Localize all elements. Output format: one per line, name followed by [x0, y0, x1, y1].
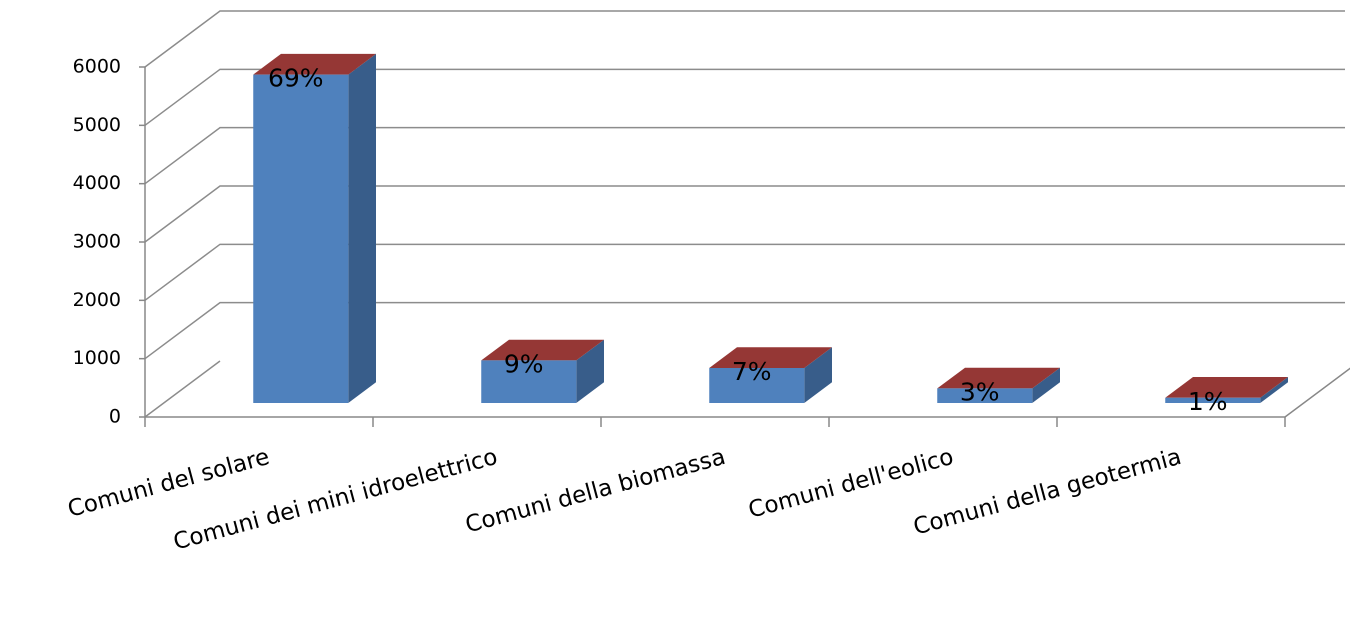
grid-line: [144, 360, 221, 418]
value-label: 7%: [732, 357, 772, 386]
bar: [709, 368, 805, 403]
y-tick-label: 3000: [73, 231, 121, 253]
bar-side: [348, 53, 376, 403]
y-tick-label: 0: [109, 406, 121, 428]
y-tick-label: 5000: [73, 114, 121, 136]
grid-line: [144, 10, 1345, 68]
bar-side: [804, 347, 832, 403]
bar-top: [1165, 377, 1288, 398]
bar-side: [576, 339, 604, 403]
bar: [481, 360, 577, 403]
bar-top: [937, 367, 1060, 389]
bar: [253, 74, 349, 403]
grid-line: [144, 301, 1345, 360]
y-tick-label: 2000: [73, 289, 121, 311]
value-label: 9%: [504, 349, 544, 378]
grid-line: [144, 68, 1345, 126]
value-label: 3%: [960, 377, 1000, 406]
y-tick-label: 1000: [73, 347, 121, 369]
bar-side: [1032, 367, 1060, 403]
y-tick-label: 6000: [73, 56, 121, 78]
grid-line: [144, 126, 1345, 185]
grid-line: [144, 243, 1345, 301]
value-label: 69%: [268, 64, 324, 93]
bar-side: [1260, 377, 1288, 403]
bar: [937, 388, 1033, 403]
bar-top: [481, 339, 604, 361]
bar-top: [253, 53, 376, 75]
bar: [1165, 397, 1261, 403]
y-tick-label: 4000: [73, 172, 121, 194]
value-label: 1%: [1188, 387, 1228, 416]
x-tick-label: Comuni della biomassa: [463, 444, 729, 538]
grid-line: [144, 185, 1345, 243]
bar-top: [709, 347, 832, 368]
